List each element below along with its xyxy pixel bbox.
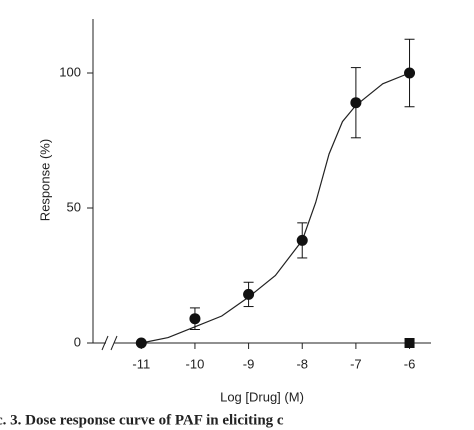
y-axis-label: Response (%) <box>37 139 52 221</box>
point <box>135 337 147 349</box>
axis-break-gap <box>106 340 114 346</box>
point <box>350 97 362 109</box>
point <box>243 288 255 300</box>
x-tick-label: -9 <box>243 356 255 371</box>
fit-curve <box>141 72 410 344</box>
x-axis-label: Log [Drug] (M) <box>220 389 304 404</box>
axis-break <box>110 335 118 351</box>
x-tick-label: -6 <box>404 356 416 371</box>
x-tick-label: -7 <box>350 356 362 371</box>
y-tick-label: 50 <box>67 199 81 214</box>
axis-break <box>101 335 109 351</box>
x-tick-label: -11 <box>132 356 150 371</box>
caption: c. 3. Dose response curve of PAF in elic… <box>0 412 284 428</box>
y-tick-label: 100 <box>59 64 81 79</box>
y-tick-label: 0 <box>74 334 81 349</box>
point <box>404 67 416 79</box>
point <box>189 313 201 325</box>
point <box>296 234 308 246</box>
x-tick-label: -10 <box>186 356 205 371</box>
point <box>404 338 415 348</box>
x-tick-label: -8 <box>296 356 308 371</box>
